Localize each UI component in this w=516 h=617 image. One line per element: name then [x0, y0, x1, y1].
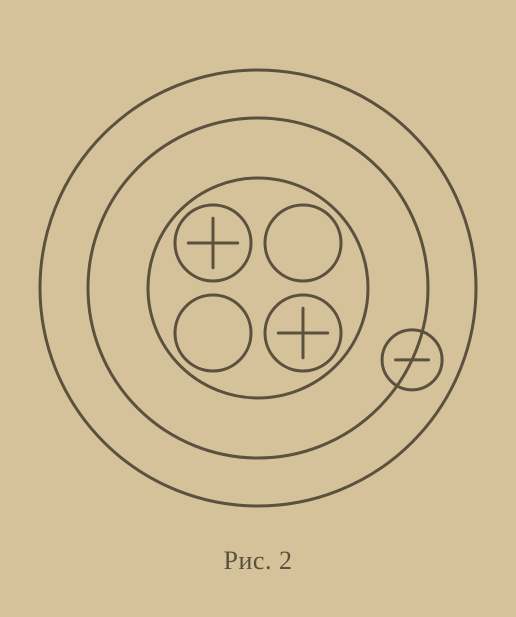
atom-diagram: [0, 0, 516, 617]
paper-background: [0, 0, 516, 617]
figure-caption: Рис. 2: [0, 546, 516, 576]
page: Рис. 2: [0, 0, 516, 617]
